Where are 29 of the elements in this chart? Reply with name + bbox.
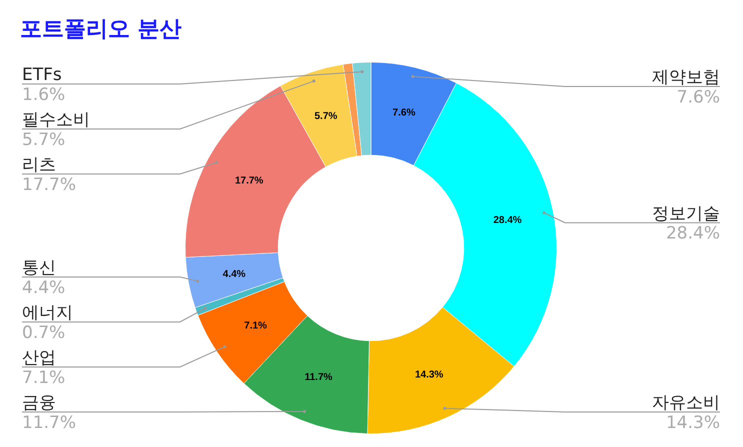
data-label: 17.7% (234, 175, 264, 186)
slice-label: 제약보험 (652, 68, 720, 88)
text: 7.1% (22, 368, 66, 388)
slice-label: 필수소비 (22, 110, 90, 130)
slice-label: ETFs (22, 65, 62, 85)
slice-label: 에너지 (22, 303, 73, 323)
text: 7.6% (676, 87, 720, 108)
data-label: 1.6% (22, 84, 66, 105)
text: 17.7% (22, 174, 76, 195)
slice-label: 자유소비 (652, 393, 720, 413)
data-label: 5.7% (314, 110, 338, 122)
slice-label: 통신 (22, 258, 56, 278)
data-label: 7.1% (244, 320, 268, 332)
text: 4.4% (22, 278, 66, 298)
slice-label: 산업 (22, 348, 56, 368)
slice-label: 정보기술 (652, 204, 720, 224)
data-label: 7.6% (392, 107, 416, 118)
slice-label: 리츠 (22, 155, 56, 175)
text: 28.4% (666, 224, 720, 244)
chart-title: 포트폴리오 분산 (20, 16, 182, 44)
data-label: 4.4% (222, 268, 246, 280)
data-label: 11.7% (304, 372, 332, 383)
text: 5.7% (22, 130, 66, 150)
text: 14.3% (666, 412, 720, 433)
data-label: 14.3% (414, 369, 444, 380)
data-label: 0.7% (22, 322, 66, 343)
text: 11.7% (22, 412, 76, 433)
slice-label: 금융 (22, 393, 56, 413)
data-label: 28.4% (493, 214, 522, 226)
